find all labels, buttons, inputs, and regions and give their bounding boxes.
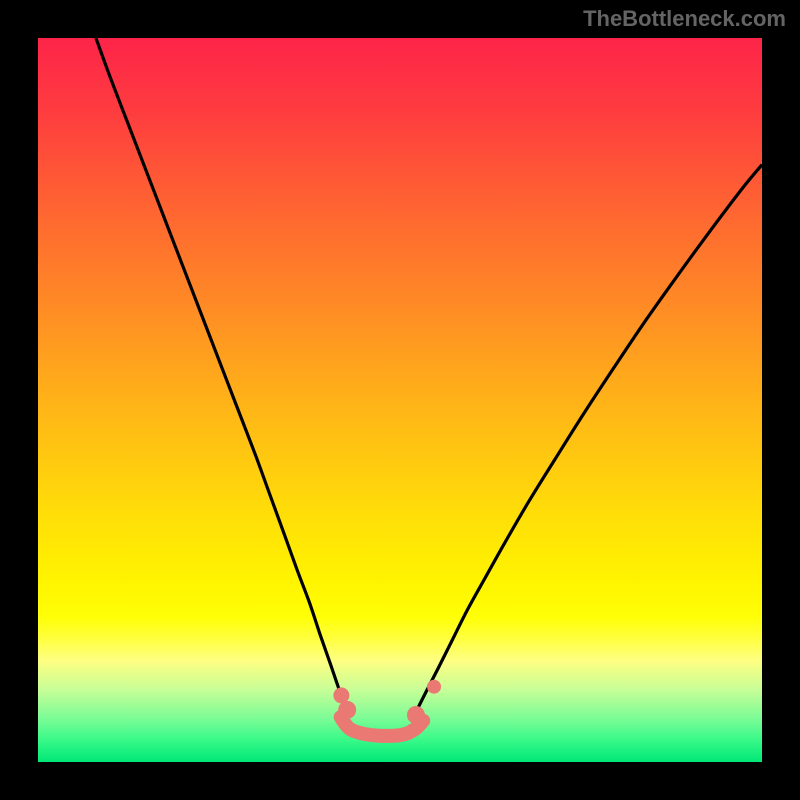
- chart-svg: [0, 0, 800, 800]
- watermark-text: TheBottleneck.com: [583, 6, 786, 32]
- right-dot-lone: [427, 680, 441, 694]
- left-cap-mid: [338, 701, 356, 719]
- plot-background: [38, 38, 762, 762]
- right-cap-mid: [407, 706, 425, 724]
- outer-frame: TheBottleneck.com: [0, 0, 800, 800]
